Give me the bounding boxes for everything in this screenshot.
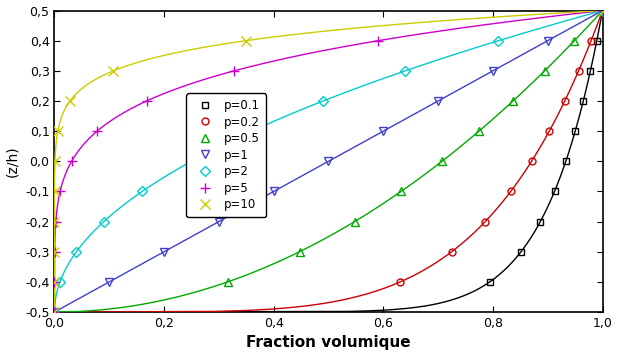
p=2	[599, 9, 606, 13]
Line: p=0.5: p=0.5	[50, 6, 607, 316]
p=5	[599, 9, 606, 13]
p=0.2	[575, 69, 582, 73]
p=2	[188, 159, 195, 163]
p=0.2	[561, 99, 569, 103]
p=0.1	[517, 250, 525, 254]
p=5	[51, 250, 58, 254]
p=0.1	[551, 189, 558, 194]
p=2	[494, 38, 502, 43]
p=1	[325, 159, 332, 163]
p=5	[375, 38, 382, 43]
p=0.5	[224, 280, 232, 284]
p=1	[434, 99, 442, 103]
p=0.2	[546, 129, 553, 133]
p=2	[320, 99, 327, 103]
p=10	[66, 99, 74, 103]
p=2	[100, 219, 108, 224]
Y-axis label: (z/h): (z/h)	[6, 146, 20, 177]
p=0.5	[438, 159, 446, 163]
Legend: p=0.1, p=0.2, p=0.5, p=1, p=2, p=5, p=10: p=0.1, p=0.2, p=0.5, p=1, p=2, p=5, p=10	[187, 93, 266, 217]
p=0.5	[397, 189, 405, 194]
Line: p=0.2: p=0.2	[51, 7, 606, 315]
p=0.5	[509, 99, 517, 103]
p=0.5	[351, 219, 358, 224]
p=1	[161, 250, 168, 254]
p=5	[68, 159, 75, 163]
p=0.1	[586, 69, 594, 73]
p=0.1	[572, 129, 579, 133]
p=0.5	[599, 9, 606, 13]
Line: p=0.1: p=0.1	[51, 7, 606, 315]
p=2	[73, 250, 80, 254]
p=10	[109, 69, 117, 73]
p=5	[56, 189, 64, 194]
p=0.5	[51, 310, 58, 314]
p=2	[51, 310, 58, 314]
p=1	[379, 129, 387, 133]
p=0.1	[593, 38, 601, 43]
p=0.2	[528, 159, 535, 163]
p=1	[544, 38, 551, 43]
Line: p=2: p=2	[51, 7, 606, 315]
p=10	[51, 310, 58, 314]
p=10	[242, 38, 249, 43]
p=10	[51, 189, 58, 194]
p=0.5	[541, 69, 548, 73]
p=0.2	[587, 38, 595, 43]
p=0.2	[507, 189, 514, 194]
p=0.5	[296, 250, 303, 254]
p=1	[106, 280, 113, 284]
p=5	[51, 310, 58, 314]
p=0.2	[397, 280, 404, 284]
p=5	[51, 280, 58, 284]
p=1	[270, 189, 277, 194]
p=0.1	[562, 159, 570, 163]
Line: p=1: p=1	[50, 6, 607, 316]
p=5	[231, 69, 238, 73]
p=0.5	[570, 38, 578, 43]
p=0.2	[448, 250, 455, 254]
p=10	[599, 9, 606, 13]
p=10	[51, 280, 58, 284]
p=5	[52, 219, 59, 224]
p=10	[51, 250, 58, 254]
p=10	[51, 159, 59, 163]
p=5	[93, 129, 101, 133]
p=0.2	[481, 219, 489, 224]
p=0.1	[536, 219, 544, 224]
p=1	[599, 9, 606, 13]
p=5	[143, 99, 150, 103]
p=1	[215, 219, 222, 224]
X-axis label: Fraction volumique: Fraction volumique	[246, 335, 411, 350]
Line: p=10: p=10	[49, 6, 607, 317]
p=2	[56, 280, 64, 284]
p=2	[402, 69, 409, 73]
p=10	[51, 219, 58, 224]
p=0.2	[51, 310, 58, 314]
Line: p=5: p=5	[49, 6, 607, 317]
p=2	[248, 129, 255, 133]
p=10	[54, 129, 62, 133]
p=0.1	[599, 9, 606, 13]
p=0.1	[580, 99, 587, 103]
p=1	[489, 69, 497, 73]
p=0.1	[486, 280, 494, 284]
p=2	[138, 189, 146, 194]
p=1	[51, 310, 58, 314]
p=0.5	[475, 129, 483, 133]
p=0.2	[599, 9, 606, 13]
p=0.1	[51, 310, 58, 314]
